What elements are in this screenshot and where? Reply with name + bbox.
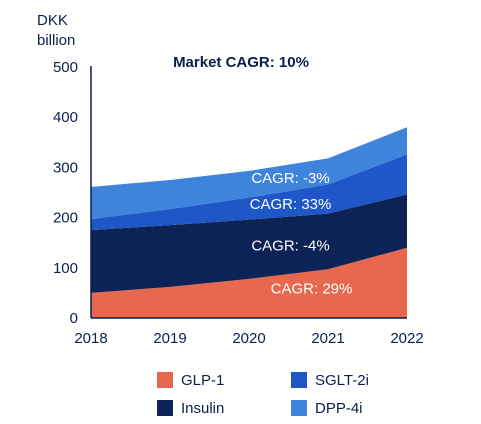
legend-label-sglt-2i: SGLT-2i xyxy=(315,372,369,389)
x-tick-label: 2020 xyxy=(232,330,265,347)
y-tick-label: 0 xyxy=(70,310,78,327)
y-tick-label: 500 xyxy=(53,59,78,76)
x-tick-label: 2021 xyxy=(311,330,344,347)
y-axis-label-line-1: DKK xyxy=(37,12,68,29)
y-ticks: 0 100 200 300 400 500 xyxy=(53,59,78,327)
y-axis-label-line-2: billion xyxy=(37,32,75,49)
x-tick-label: 2019 xyxy=(153,330,186,347)
legend-swatch-dpp-4i xyxy=(291,400,307,416)
legend-label-glp-1: GLP-1 xyxy=(181,372,224,389)
y-tick-label: 200 xyxy=(53,210,78,227)
y-tick-label: 100 xyxy=(53,260,78,277)
legend-swatch-glp-1 xyxy=(157,372,173,388)
cagr-label-sglt-2i: CAGR: 33% xyxy=(250,196,332,213)
legend-label-dpp-4i: DPP-4i xyxy=(315,400,363,417)
y-tick-label: 400 xyxy=(53,109,78,126)
chart-title: Market CAGR: 10% xyxy=(173,54,309,71)
legend-swatch-insulin xyxy=(157,400,173,416)
legend: GLP-1 SGLT-2i Insulin DPP-4i xyxy=(157,372,369,417)
area-dpp-4i xyxy=(91,127,407,220)
chart-areas xyxy=(91,127,407,318)
cagr-label-insulin: CAGR: -4% xyxy=(251,237,329,254)
x-tick-label: 2022 xyxy=(390,330,423,347)
x-tick-label: 2018 xyxy=(74,330,107,347)
cagr-label-dpp-4i: CAGR: -3% xyxy=(251,170,329,187)
area-glp-1 xyxy=(91,247,407,318)
cagr-labels: CAGR: 29% CAGR: -4% CAGR: 33% CAGR: -3% xyxy=(250,170,353,297)
area-insulin xyxy=(91,194,407,293)
legend-swatch-sglt-2i xyxy=(291,372,307,388)
legend-label-insulin: Insulin xyxy=(181,400,224,417)
cagr-label-glp-1: CAGR: 29% xyxy=(271,280,353,297)
y-tick-label: 300 xyxy=(53,159,78,176)
x-ticks: 2018 2019 2020 2021 2022 xyxy=(74,330,423,347)
area-sglt-2i xyxy=(91,154,407,231)
